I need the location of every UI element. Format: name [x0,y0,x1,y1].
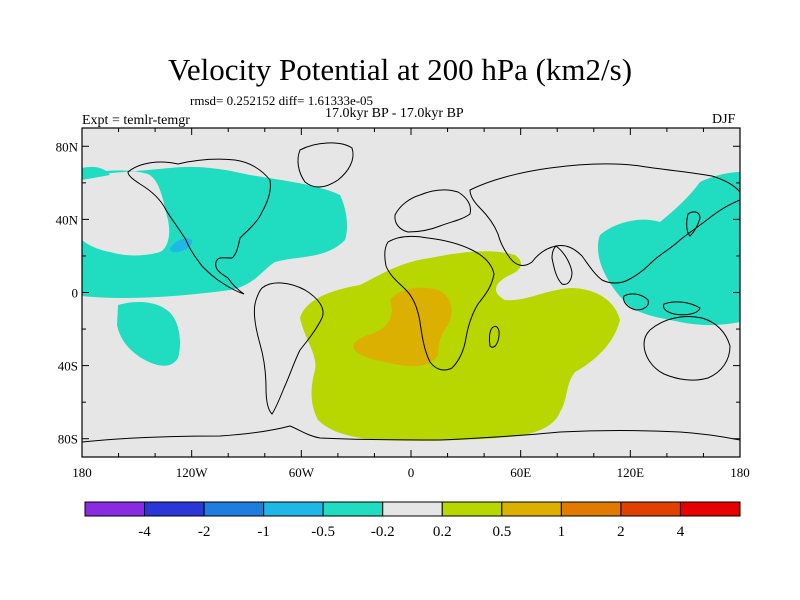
x-tick-label: 60E [510,465,531,480]
colorbar-label: -2 [198,524,211,540]
colorbar-label: 2 [617,524,625,540]
colorbar-label: 0.5 [492,524,511,540]
colorbar-swatch [441,501,503,517]
y-tick-label: 40N [56,212,79,227]
region-positive-core-south-atlantic [353,287,452,367]
coastline-antarctica [82,425,740,443]
colorbar-swatch [679,501,741,517]
coastline-new-zealand [741,380,747,396]
colorbar-swatch [560,501,622,517]
region-negative-arctic-east [82,166,110,180]
x-tick-label: 60W [289,465,315,480]
coastline-australia [643,316,731,381]
colorbar-swatch [322,501,384,517]
colorbar-label: -4 [138,524,151,540]
season-label: DJF [712,112,736,127]
region-positive-south-atlantic-indian [300,251,620,441]
colorbar-swatch [84,501,146,517]
y-tick-label: 40S [58,359,78,374]
colorbar-swatch [620,501,681,517]
colorbar-label: -0.2 [371,524,395,540]
coastline-borneo [623,293,649,311]
x-tick-label: 120E [617,465,645,480]
coastline-greenland [297,142,354,188]
coastlines [82,142,747,443]
period-label: 17.0kyr BP - 17.0kyr BP [325,106,464,121]
contour-fill [82,166,740,441]
coastline-south-america [253,282,324,415]
region-negative-south-pacific [117,302,180,366]
stats-text: rmsd= 0.252152 diff= 1.61333e-05 [190,93,374,108]
coastline-africa [384,235,495,371]
experiment-label: Expt = temlr-temgr [82,113,190,128]
x-tick-label: 120W [176,465,209,480]
colorbar-label: 0.2 [433,524,452,540]
axis-ticks [81,128,741,457]
colorbar-swatch [501,501,562,517]
colorbar-labels: -4 -2 -1 -0.5 -0.2 0.2 0.5 1 2 4 [138,524,684,540]
x-tick-label: 180 [730,465,750,480]
coastline-asia [469,163,740,284]
coastline-madagascar [488,325,500,348]
colorbar-label: -0.5 [311,524,335,540]
coastline-new-guinea [663,301,701,316]
coastline-japan [686,211,701,237]
colorbar-label: 1 [558,524,566,540]
x-tick-label: 0 [408,465,415,480]
x-tick-label: 180 [72,465,92,480]
coastline-india [551,245,573,285]
colorbar-swatch [382,501,443,517]
coastline-north-america [127,158,271,295]
colorbar-label: -1 [257,524,270,540]
region-negative-north-pacific-atlantic [82,166,348,298]
coastline-europe [394,189,471,233]
y-tick-label: 80S [58,432,78,447]
colorbar-label: 4 [677,524,685,540]
y-tick-label: 80N [56,139,79,154]
colorbar-swatch [144,501,205,517]
colorbar [84,501,741,517]
y-tick-label: 0 [72,286,79,301]
colorbar-swatch [203,501,265,517]
colorbar-swatch [263,501,324,517]
plot-title: Velocity Potential at 200 hPa (km2/s) [167,52,633,87]
